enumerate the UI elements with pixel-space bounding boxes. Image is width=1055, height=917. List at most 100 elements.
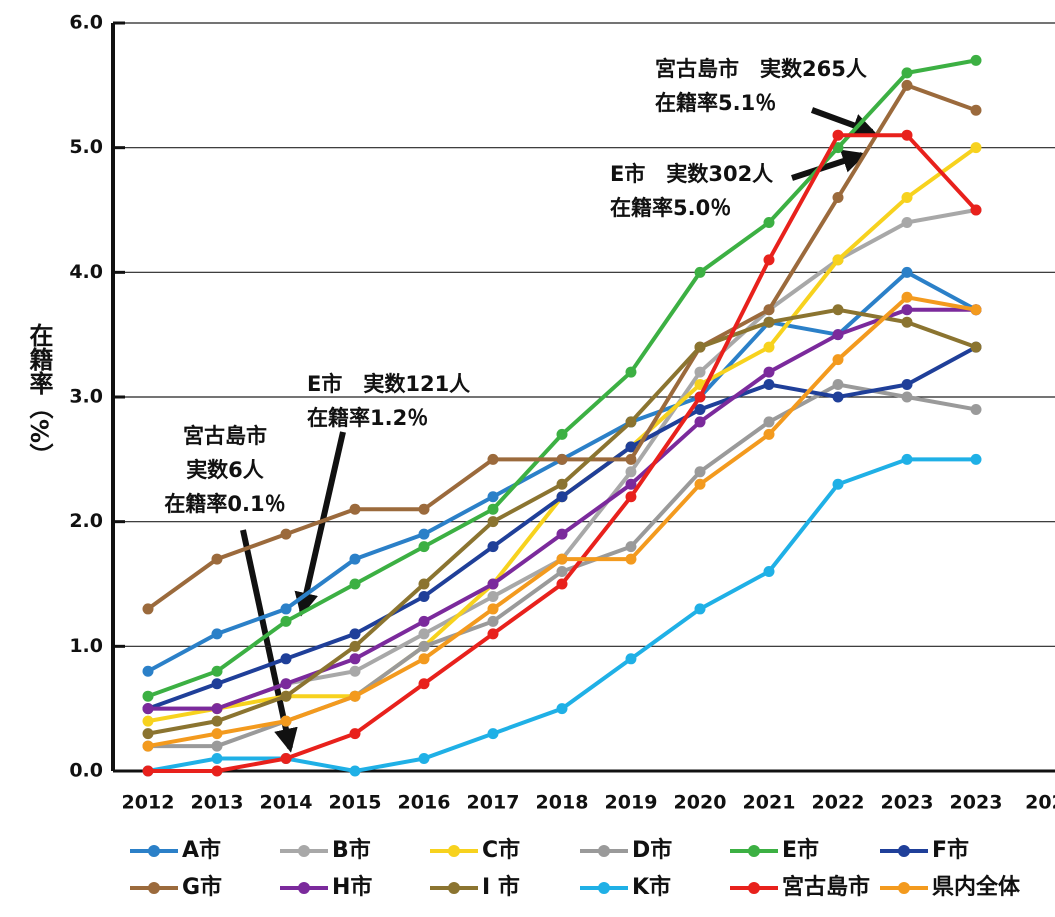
point [142, 665, 154, 677]
point [487, 603, 499, 615]
point [487, 578, 499, 590]
point [763, 416, 775, 428]
point [694, 466, 706, 478]
point [349, 578, 361, 590]
point [970, 204, 982, 216]
point [970, 142, 982, 154]
y-tick-label: 2.0 [69, 510, 103, 532]
point [694, 416, 706, 428]
point [280, 615, 292, 627]
legend-marker [448, 882, 460, 894]
point [556, 491, 568, 503]
point [349, 503, 361, 515]
point [211, 678, 223, 690]
annotation: E市 実数302人 [610, 162, 773, 186]
point [211, 715, 223, 727]
legend-marker [598, 845, 610, 857]
series-line [147, 269, 977, 674]
annotation: E市 実数121人 [307, 372, 470, 396]
point [901, 453, 913, 465]
point [832, 379, 844, 391]
legend-item: I 市 [430, 874, 520, 900]
point [556, 566, 568, 578]
y-axis-label: 在籍率（%） [25, 322, 53, 467]
point [763, 379, 775, 391]
point [625, 366, 637, 378]
x-tick-label: 2018 [536, 792, 589, 814]
point [556, 528, 568, 540]
legend-label: G市 [182, 874, 222, 900]
point [487, 628, 499, 640]
point [901, 129, 913, 141]
legend-item: 県内全体 [880, 874, 1021, 900]
point [487, 728, 499, 740]
point [142, 715, 154, 727]
point [211, 553, 223, 565]
x-tick-label: 2015 [329, 792, 382, 814]
point [418, 753, 430, 765]
point [625, 541, 637, 553]
point [901, 216, 913, 228]
point [211, 628, 223, 640]
point [763, 341, 775, 353]
legend-item: A市 [130, 837, 221, 863]
point [211, 753, 223, 765]
point [901, 192, 913, 204]
annotation: 在籍率0.1％ [164, 492, 285, 516]
point [625, 416, 637, 428]
point [556, 578, 568, 590]
point [418, 528, 430, 540]
point [625, 491, 637, 503]
x-tick-label: 2016 [398, 792, 451, 814]
x-tick-label: 2023 [881, 792, 934, 814]
x-tick-label: 2020 [674, 792, 727, 814]
point [349, 690, 361, 702]
y-tick-label: 5.0 [69, 136, 103, 158]
point [694, 603, 706, 615]
point [418, 615, 430, 627]
y-tick-label: 1.0 [69, 635, 103, 657]
legend-item: C市 [430, 837, 520, 863]
point [349, 665, 361, 677]
x-tick-label: 2022 [812, 792, 865, 814]
point [349, 728, 361, 740]
point [142, 690, 154, 702]
point [970, 104, 982, 116]
point [625, 478, 637, 490]
point [487, 615, 499, 627]
point [625, 553, 637, 565]
legend-marker [598, 882, 610, 894]
point [418, 678, 430, 690]
point [556, 553, 568, 565]
point [487, 503, 499, 515]
point [280, 603, 292, 615]
point [763, 566, 775, 578]
point [970, 304, 982, 316]
point [556, 703, 568, 715]
x-tick-label: 2021 [743, 792, 796, 814]
series [142, 304, 982, 740]
point [280, 678, 292, 690]
legend-marker [298, 845, 310, 857]
annotation: 宮古島市 実数265人 [655, 57, 867, 81]
point [556, 428, 568, 440]
point [901, 304, 913, 316]
y-tick-label: 3.0 [69, 386, 103, 408]
point [418, 578, 430, 590]
point [142, 603, 154, 615]
point [970, 341, 982, 353]
legend-item: B市 [280, 837, 371, 863]
point [832, 192, 844, 204]
point [901, 67, 913, 79]
point [211, 740, 223, 752]
annotation: 在籍率1.2％ [307, 406, 428, 430]
point [970, 403, 982, 415]
point [832, 329, 844, 341]
legend-marker [448, 845, 460, 857]
legend-marker [898, 882, 910, 894]
legend-item: D市 [580, 837, 672, 863]
point [280, 753, 292, 765]
legend-item: H市 [280, 874, 372, 900]
point [142, 765, 154, 777]
legend-item: G市 [130, 874, 222, 900]
